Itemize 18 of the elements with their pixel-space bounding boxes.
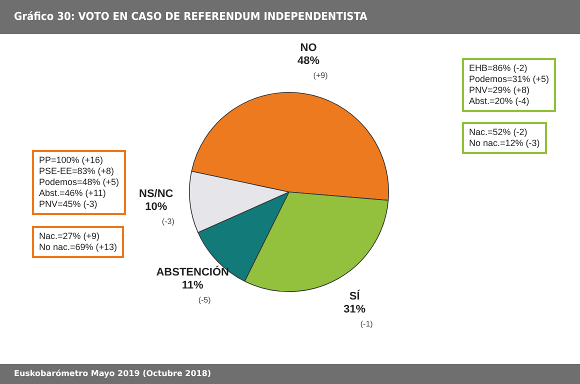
text: Euskobarómetro Mayo 2019 (Octubre 2018) (0, 364, 580, 384)
data-label: 48% (298, 54, 320, 67)
text: (-5) (198, 296, 211, 305)
slice-label: ABSTENCIÓN (156, 266, 229, 278)
chart-title: Gráfico 30: VOTO EN CASO DE REFERENDUM INDEPENDENTISTA (0, 0, 580, 34)
text: (-3) (162, 217, 174, 226)
text: PP=100% (+16) PSE-EE=83% (+8) Podemos=48% (+5) Abst.=46% (+11) PNV=45% (-3) (39, 155, 120, 209)
data-label: 31% (344, 303, 366, 316)
text: EHB=86% (-2) Podemos=31% (+5) PNV=29% (+8) Abst.=20% (-4) (469, 63, 550, 106)
slice-label: SÍ (349, 289, 361, 302)
data-label: 10% (145, 200, 168, 213)
text: Nac.=52% (-2) No nac.=12% (-3) (469, 127, 540, 148)
slice-label: NO (300, 42, 318, 54)
text: (-1) (360, 320, 373, 329)
text: Nac.=27% (+9) No nac.=69% (+13) (39, 231, 118, 252)
data-label: 11% (182, 280, 204, 292)
text: (+9) (313, 71, 328, 80)
slice-label: NS/NC (139, 188, 174, 200)
